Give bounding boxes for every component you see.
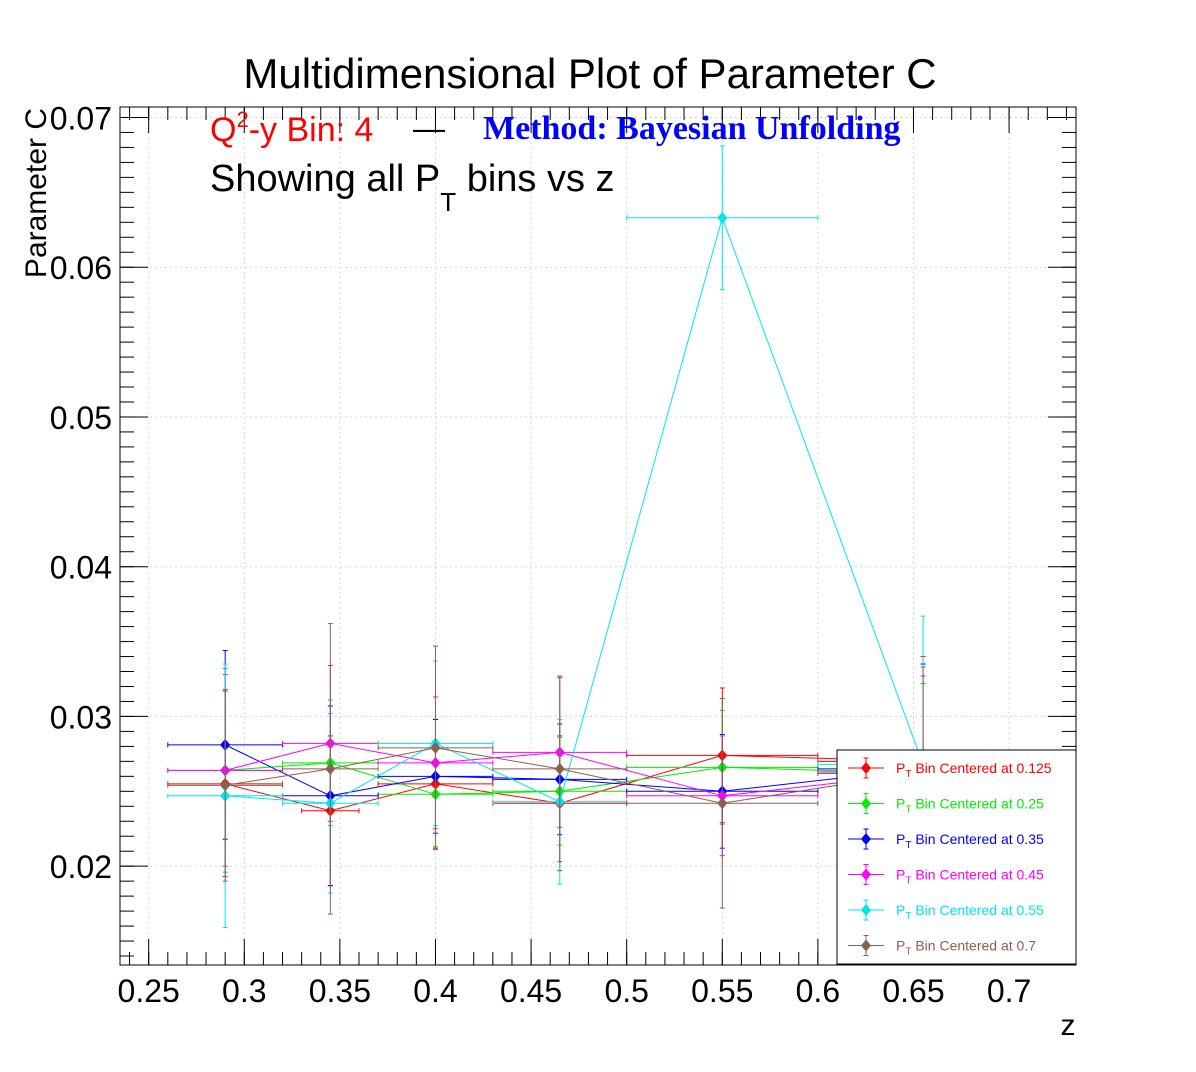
legend-label: PT Bin Centered at 0.35 bbox=[896, 831, 1044, 851]
x-tick-label: 0.45 bbox=[500, 973, 562, 1009]
y-tick-label: 0.07 bbox=[50, 100, 112, 136]
data-point bbox=[430, 741, 441, 754]
legend-marker bbox=[861, 939, 871, 952]
bin-annotation: Q2-y Bin: 4 bbox=[210, 107, 373, 149]
y-tick-label: 0.05 bbox=[50, 400, 112, 436]
chart-title: Multidimensional Plot of Parameter C bbox=[243, 50, 936, 97]
x-tick-label: 0.5 bbox=[604, 973, 648, 1009]
x-tick-label: 0.35 bbox=[309, 973, 371, 1009]
x-tick-label: 0.65 bbox=[882, 973, 944, 1009]
show-prefix: Showing all P bbox=[210, 158, 440, 200]
data-point bbox=[554, 762, 565, 775]
data-point bbox=[220, 779, 231, 792]
axes: 0.25 0.3 0.35 0.4 0.45 0.5 0.55 0.6 0.65 0.7 0.02 0… bbox=[50, 100, 1076, 1009]
series-line bbox=[225, 216, 924, 804]
subtitle-dash: — bbox=[413, 110, 445, 146]
x-tick-label: 0.7 bbox=[987, 973, 1031, 1009]
bin-prefix: Q bbox=[210, 111, 236, 149]
y-tick-label: 0.04 bbox=[50, 550, 112, 586]
legend-box bbox=[836, 749, 1077, 965]
method-annotation: Method: Bayesian Unfolding bbox=[483, 110, 901, 147]
x-tick-label: 0.3 bbox=[222, 973, 266, 1009]
series-line bbox=[225, 747, 924, 804]
legend-marker bbox=[861, 904, 871, 916]
data-point bbox=[717, 211, 728, 224]
legend-marker bbox=[861, 868, 871, 881]
x-tick-label: 0.4 bbox=[413, 973, 457, 1009]
show-sub: T bbox=[440, 187, 456, 217]
x-tick-label: 0.25 bbox=[118, 973, 180, 1009]
x-tick-label: 0.55 bbox=[691, 973, 753, 1009]
series-line bbox=[225, 762, 924, 795]
legend-entry: PT Bin Centered at 0.45 bbox=[848, 864, 1044, 887]
legend-entry: PT Bin Centered at 0.55 bbox=[848, 899, 1044, 922]
legend-label: PT Bin Centered at 0.7 bbox=[896, 938, 1036, 958]
series-line bbox=[225, 754, 924, 812]
legend-label: PT Bin Centered at 0.25 bbox=[896, 796, 1044, 816]
legend-entry: PT Bin Centered at 0.25 bbox=[848, 793, 1044, 816]
plot-frame bbox=[119, 106, 1077, 966]
bin-sup: 2 bbox=[236, 107, 248, 132]
show-suffix: bins vs z bbox=[456, 158, 614, 200]
y-axis-label: Parameter C bbox=[20, 108, 53, 278]
series-line bbox=[224, 744, 924, 797]
legend: PT Bin Centered at 0.125 PT Bin Centered … bbox=[836, 749, 1077, 965]
legend-entry: PT Bin Centered at 0.7 bbox=[848, 935, 1036, 958]
legend-marker bbox=[861, 762, 871, 774]
legend-label: PT Bin Centered at 0.45 bbox=[896, 867, 1044, 887]
legend-entry: PT Bin Centered at 0.125 bbox=[848, 757, 1052, 780]
legend-label: PT Bin Centered at 0.55 bbox=[896, 902, 1044, 922]
data-point bbox=[717, 797, 728, 810]
x-axis-label: z bbox=[1061, 1009, 1076, 1042]
y-tick-label: 0.03 bbox=[50, 699, 112, 735]
show-annotation: Showing all PT bins vs z bbox=[210, 158, 615, 217]
data-point bbox=[325, 762, 336, 775]
legend-marker bbox=[861, 797, 871, 810]
y-tick-label: 0.06 bbox=[50, 250, 112, 286]
y-tick-label: 0.02 bbox=[50, 849, 112, 885]
legend-marker bbox=[861, 833, 871, 845]
legend-label: PT Bin Centered at 0.125 bbox=[896, 760, 1052, 780]
bin-text: -y Bin: 4 bbox=[249, 111, 374, 149]
x-tick-label: 0.6 bbox=[796, 973, 840, 1009]
legend-entry: PT Bin Centered at 0.35 bbox=[848, 828, 1044, 851]
series-line bbox=[225, 742, 924, 797]
